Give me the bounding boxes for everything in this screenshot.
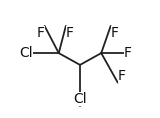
- Text: F: F: [124, 46, 132, 60]
- Text: F: F: [66, 26, 74, 40]
- Text: Cl: Cl: [19, 46, 33, 60]
- Text: F: F: [118, 69, 126, 83]
- Text: F: F: [37, 26, 45, 40]
- Text: Cl: Cl: [73, 92, 87, 106]
- Text: F: F: [111, 26, 119, 40]
